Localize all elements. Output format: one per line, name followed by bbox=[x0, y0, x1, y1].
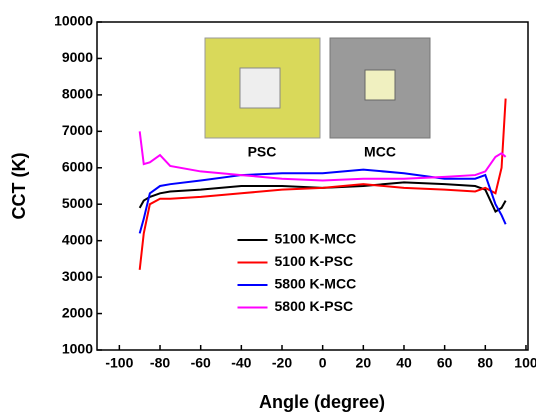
x-tick-label: 40 bbox=[396, 355, 412, 371]
y-tick-label: 9000 bbox=[62, 49, 93, 65]
y-tick-label: 6000 bbox=[62, 158, 93, 174]
y-tick-label: 2000 bbox=[62, 304, 93, 320]
y-tick-label: 4000 bbox=[62, 231, 93, 247]
x-tick-label: -80 bbox=[150, 355, 170, 371]
y-tick-label: 1000 bbox=[62, 341, 93, 357]
inset-label: MCC bbox=[364, 144, 396, 160]
x-tick-label: 80 bbox=[478, 355, 494, 371]
x-tick-label: -20 bbox=[272, 355, 292, 371]
legend-label: 5100 K-PSC bbox=[275, 253, 354, 269]
chart: PSC MCC Angle (degree) CCT (K) 100020003… bbox=[0, 0, 536, 417]
y-tick-label: 7000 bbox=[62, 122, 93, 138]
x-tick-label: 0 bbox=[319, 355, 327, 371]
x-tick-label: 60 bbox=[437, 355, 453, 371]
legend-label: 5800 K-MCC bbox=[275, 276, 357, 292]
mcc-led bbox=[365, 70, 395, 100]
series-line bbox=[140, 170, 506, 234]
y-tick-label: 10000 bbox=[54, 13, 93, 29]
y-tick-label: 5000 bbox=[62, 195, 93, 211]
x-axis-label: Angle (degree) bbox=[259, 392, 385, 412]
legend-label: 5800 K-PSC bbox=[275, 298, 354, 314]
x-tick-label: 100 bbox=[514, 355, 536, 371]
x-tick-label: -40 bbox=[231, 355, 251, 371]
psc-led bbox=[240, 68, 280, 108]
y-axis-label: CCT (K) bbox=[9, 153, 29, 220]
y-tick-label: 3000 bbox=[62, 268, 93, 284]
legend-label: 5100 K-MCC bbox=[275, 231, 357, 247]
x-tick-label: -100 bbox=[105, 355, 133, 371]
y-tick-label: 8000 bbox=[62, 86, 93, 102]
inset-label: PSC bbox=[248, 144, 277, 160]
x-tick-label: -60 bbox=[191, 355, 211, 371]
x-tick-label: 20 bbox=[356, 355, 372, 371]
